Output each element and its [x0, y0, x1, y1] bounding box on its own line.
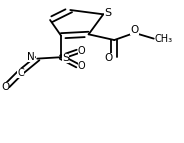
Text: S: S: [104, 8, 112, 18]
Text: S: S: [62, 53, 69, 63]
Text: CH₃: CH₃: [155, 34, 173, 44]
Text: O: O: [130, 25, 139, 35]
Text: O: O: [78, 46, 85, 56]
Text: O: O: [78, 61, 85, 72]
Text: O: O: [1, 82, 9, 92]
Text: O: O: [105, 53, 113, 63]
Text: C: C: [17, 68, 24, 78]
Text: N: N: [27, 52, 35, 62]
